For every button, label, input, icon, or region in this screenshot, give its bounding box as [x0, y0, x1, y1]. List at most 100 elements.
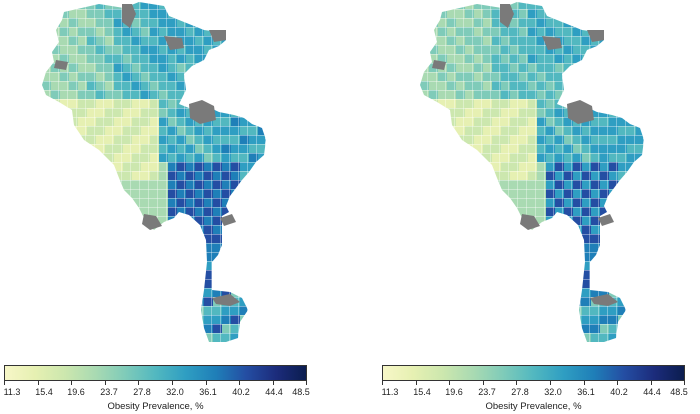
tract-cell	[33, 45, 42, 54]
tract-cell	[645, 198, 654, 207]
map-panel-right: 11.3 15.4 19.6 23.7 27.8 32.0 36.1 40.2 …	[382, 0, 700, 414]
tract-cell	[402, 243, 411, 252]
tract-cell	[51, 171, 60, 180]
tract-cell	[249, 225, 258, 234]
tract-cell	[447, 243, 456, 252]
tract-cell	[150, 279, 159, 288]
tract-cell	[537, 252, 546, 261]
tract-cell	[213, 90, 222, 99]
tract-cell	[474, 315, 483, 324]
tract-cell	[159, 324, 168, 333]
tract-cell	[258, 288, 266, 297]
tract-cell	[420, 306, 429, 315]
tract-cell	[123, 270, 132, 279]
tract-cell	[573, 261, 582, 270]
tract-cell	[411, 324, 420, 333]
tract-cell	[600, 342, 609, 351]
tract-cell	[267, 333, 276, 342]
tract-cell	[87, 216, 96, 225]
tract-cell	[645, 333, 654, 342]
tract-cell	[411, 198, 420, 207]
tract-cell	[402, 315, 411, 324]
tract-cell	[78, 252, 87, 261]
tract-cell	[69, 180, 78, 189]
tract-cell	[411, 99, 420, 108]
tract-cell	[582, 81, 591, 90]
tract-cell	[42, 171, 51, 180]
tract-cell	[447, 288, 456, 297]
tract-cell	[105, 288, 114, 297]
tract-cell	[645, 144, 654, 153]
tract-cell	[204, 81, 213, 90]
tract-cell	[87, 252, 96, 261]
tract-cell	[411, 144, 420, 153]
tract-cell	[258, 342, 267, 351]
tract-cell	[267, 90, 276, 99]
tract-cell	[42, 342, 51, 351]
tract-cell	[528, 279, 537, 288]
tract-cell	[96, 297, 105, 306]
tract-cell	[429, 333, 438, 342]
tract-cell	[249, 261, 258, 270]
no-data-areas	[432, 4, 618, 306]
tract-cell	[249, 189, 258, 198]
tick-mark	[104, 381, 106, 385]
legend-ticks	[382, 381, 685, 386]
tract-cell	[231, 261, 240, 270]
tract-cell	[636, 81, 644, 90]
tract-cell	[42, 180, 51, 189]
tract-cell	[429, 2, 438, 9]
tick-mark	[272, 381, 274, 385]
tract-cell	[186, 297, 195, 306]
tract-cell	[528, 252, 537, 261]
tract-cell	[537, 333, 546, 342]
tract-cell	[96, 243, 105, 252]
tract-cell	[123, 207, 132, 216]
tract-cell	[546, 261, 555, 270]
tract-cell	[33, 0, 42, 9]
tract-cell	[501, 207, 510, 216]
tract-cell	[465, 171, 474, 180]
tract-cell	[420, 162, 429, 171]
tract-cell	[222, 81, 231, 90]
tract-cell	[87, 333, 96, 342]
tract-cell	[51, 315, 60, 324]
tract-boundaries	[42, 2, 266, 342]
tract-cell	[537, 342, 546, 351]
tract-cell	[600, 81, 609, 90]
tract-cell	[132, 297, 141, 306]
tract-cell	[645, 36, 654, 45]
tract-cell	[150, 297, 159, 306]
tract-cell	[159, 306, 168, 315]
tract-cell	[24, 171, 33, 180]
tract-cell	[519, 333, 528, 342]
tract-cell	[24, 306, 33, 315]
tract-cell	[249, 198, 258, 207]
tract-cell	[438, 189, 447, 198]
tract-cell	[186, 342, 195, 351]
tract-cell	[114, 189, 123, 198]
tract-cell	[492, 216, 501, 225]
tract-cell	[159, 261, 168, 270]
tract-cell	[96, 333, 105, 342]
tract-cell	[240, 108, 249, 117]
tract-cell	[573, 279, 582, 288]
tract-cell	[402, 162, 411, 171]
tract-cell	[240, 2, 249, 9]
tract-cell	[564, 234, 573, 243]
tract-cell	[267, 180, 276, 189]
tract-cell	[618, 54, 627, 63]
tick-mark	[415, 381, 417, 385]
tract-cell	[195, 333, 204, 342]
tract-cell	[195, 279, 204, 288]
tract-cell	[33, 216, 42, 225]
tract-cell	[645, 81, 654, 90]
tract-cell	[213, 279, 222, 288]
tract-cell	[186, 234, 195, 243]
tract-cell	[33, 117, 42, 126]
tract-cell	[411, 135, 420, 144]
tract-cell	[636, 18, 644, 27]
tract-cell	[483, 324, 492, 333]
tract-cell	[555, 2, 564, 9]
tract-cell	[87, 243, 96, 252]
